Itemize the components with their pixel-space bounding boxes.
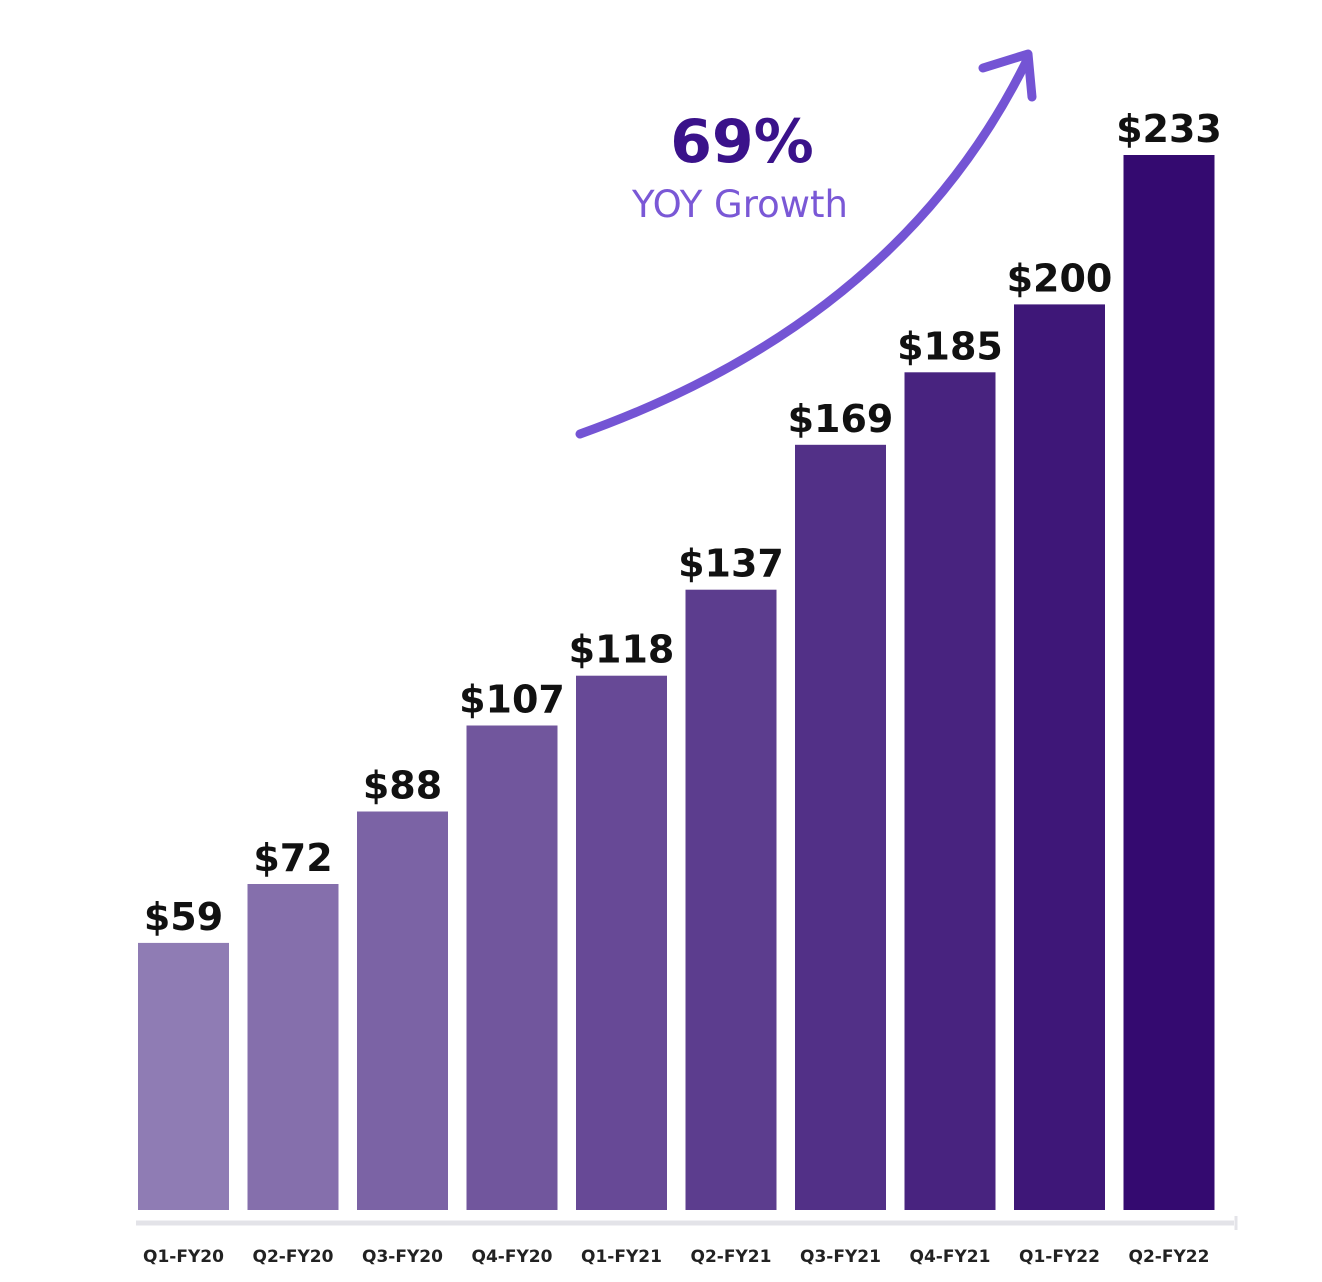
value-label-q2-fy22: $233 xyxy=(1116,107,1222,151)
value-label-q1-fy22: $200 xyxy=(1007,256,1113,300)
bar-q4-fy20 xyxy=(466,725,558,1210)
growth-arrow-curve xyxy=(575,53,1033,439)
bar-q4-fy21 xyxy=(904,372,996,1210)
bar-q2-fy20 xyxy=(247,884,339,1210)
value-label-group: $59 $72 $88 $107$118$137 $169$185$200 $233 xyxy=(144,107,1222,939)
x-tick-label-q3-fy20: Q3-FY20 xyxy=(362,1247,443,1267)
x-tick-label-group: Q1-FY20 Q2-FY20 Q3-FY20 Q4-FY20 Q1-FY21 Q2-FY… xyxy=(143,1247,1209,1267)
value-label-q3-fy20: $88 xyxy=(363,764,442,808)
bar-q1-fy21 xyxy=(576,675,667,1210)
value-label-q4-fy20: $107 xyxy=(459,678,565,722)
x-tick-label-q2-fy20: Q2-FY20 xyxy=(253,1247,334,1267)
x-tick-label-q1-fy21: Q1-FY21 xyxy=(581,1247,662,1267)
growth-percent-label: 69% xyxy=(670,107,814,177)
x-tick-label-q1-fy20: Q1-FY20 xyxy=(143,1247,224,1267)
bar-q3-fy20 xyxy=(357,811,448,1210)
growth-caption-label: YOY Growth xyxy=(631,183,848,226)
value-label-q2-fy21: $137 xyxy=(678,542,784,586)
value-label-q4-fy21: $185 xyxy=(897,324,1003,368)
value-label-q1-fy21: $118 xyxy=(569,628,675,672)
value-label-q3-fy21: $169 xyxy=(788,397,894,441)
bar-q3-fy21 xyxy=(795,444,886,1210)
x-tick-label-q1-fy22: Q1-FY22 xyxy=(1019,1247,1100,1267)
bar-q1-fy20 xyxy=(138,942,229,1210)
x-tick-label-q4-fy21: Q4-FY21 xyxy=(910,1247,991,1267)
bar-group xyxy=(138,155,1215,1210)
x-tick-label-q4-fy20: Q4-FY20 xyxy=(472,1247,553,1267)
x-tick-label-q2-fy21: Q2-FY21 xyxy=(691,1247,772,1267)
growth-arrow xyxy=(575,49,1037,439)
x-tick-label-q2-fy22: Q2-FY22 xyxy=(1129,1247,1210,1267)
bar-q2-fy21 xyxy=(685,589,777,1210)
value-label-q1-fy20: $59 xyxy=(144,895,223,939)
value-label-q2-fy20: $72 xyxy=(253,836,332,880)
bar-q2-fy22 xyxy=(1123,155,1215,1210)
growth-arrow-head xyxy=(978,49,1037,102)
x-tick-label-q3-fy21: Q3-FY21 xyxy=(800,1247,881,1267)
bar-q1-fy22 xyxy=(1014,304,1105,1210)
